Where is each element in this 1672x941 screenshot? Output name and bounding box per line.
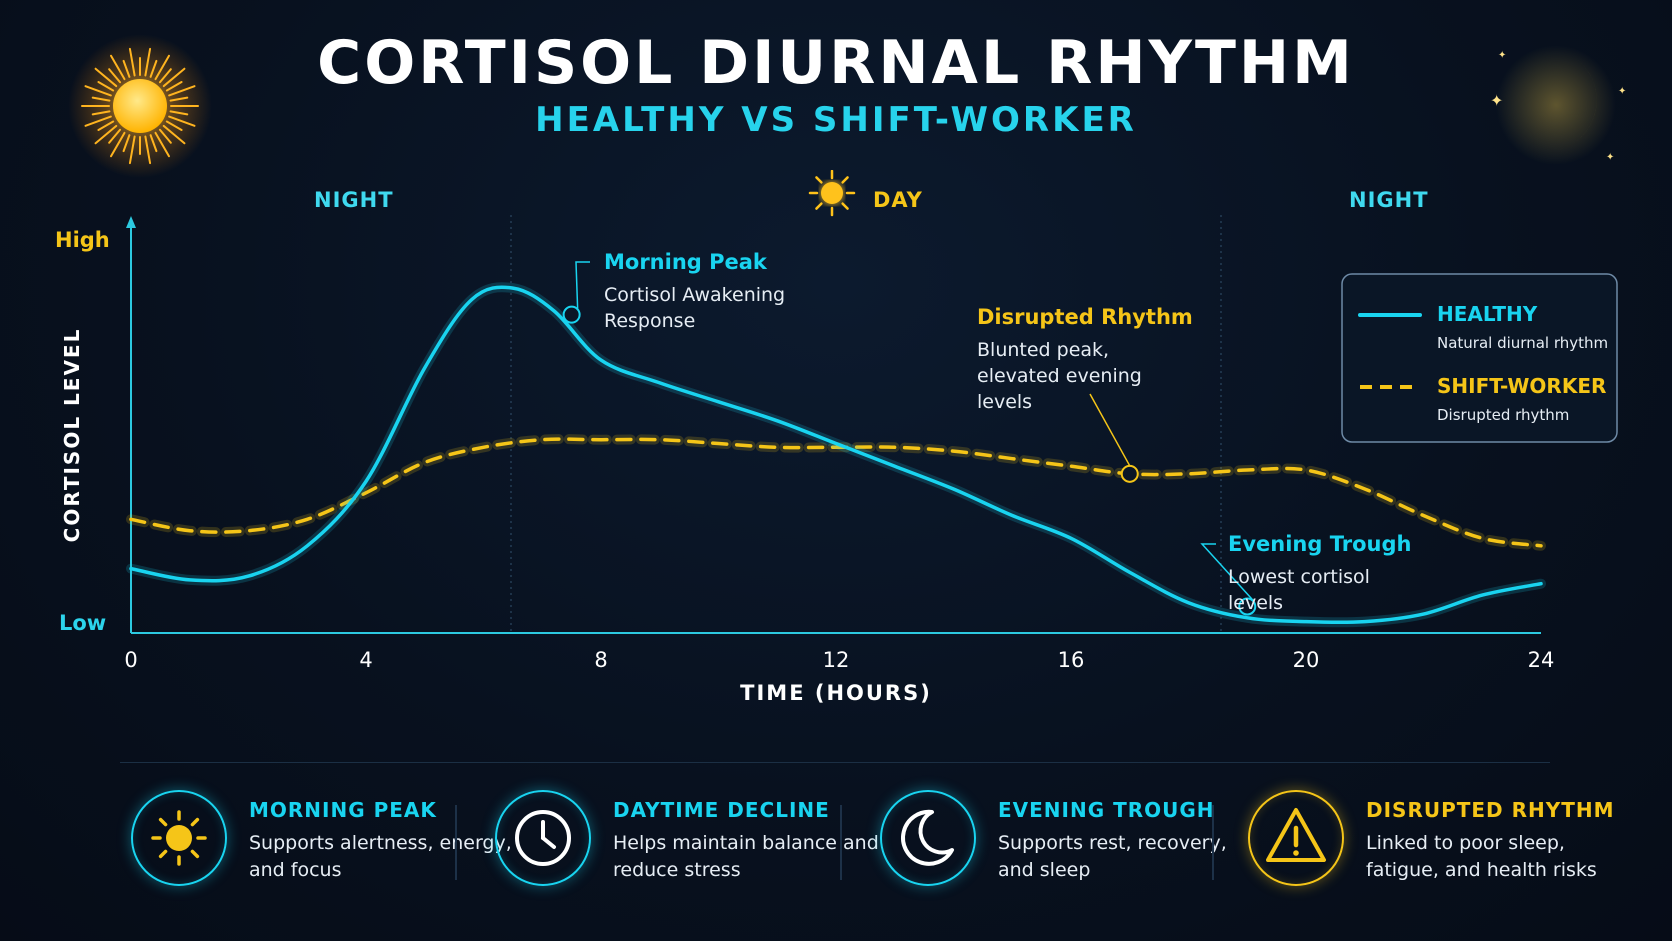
clock-icon xyxy=(495,790,591,886)
legend: HEALTHY Natural diurnal rhythm SHIFT-WOR… xyxy=(1341,273,1618,443)
svg-text:✦: ✦ xyxy=(1606,152,1614,163)
y-tick-high: High xyxy=(55,228,110,252)
annotation-marker xyxy=(1120,464,1139,483)
svg-text:✦: ✦ xyxy=(1498,50,1506,61)
series-line-shift-worker xyxy=(129,437,1543,548)
x-tick-label: 8 xyxy=(594,648,607,672)
x-tick-label: 4 xyxy=(359,648,372,672)
legend-desc-healthy: Natural diurnal rhythm xyxy=(1437,334,1608,352)
warning-icon xyxy=(1248,790,1344,886)
annotation-title: Morning Peak xyxy=(604,250,768,274)
svg-text:✦: ✦ xyxy=(1490,91,1503,110)
x-tick-label: 16 xyxy=(1058,648,1085,672)
moon-icon xyxy=(880,790,976,886)
series-line-healthy xyxy=(129,285,1543,625)
annotation-text: Blunted peak, elevated evening levels xyxy=(977,339,1142,413)
annotation-disrupted-rhythm: Disrupted Rhythm Blunted peak, elevated ev… xyxy=(977,305,1193,483)
card-desc: Supports rest, recovery, and sleep xyxy=(998,832,1227,881)
period-label-night-right: NIGHT xyxy=(1349,188,1429,212)
card-disrupted-rhythm: DISRUPTED RHYTHM Linked to poor sleep, f… xyxy=(1248,790,1628,890)
x-axis-label: TIME (HOURS) xyxy=(740,681,932,705)
y-axis-label: CORTISOL LEVEL xyxy=(60,328,84,543)
sun-icon xyxy=(808,170,856,217)
card-title: DISRUPTED RHYTHM xyxy=(1366,798,1615,822)
page-title: CORTISOL DIURNAL RHYTHM xyxy=(317,28,1355,98)
annotation-marker xyxy=(1238,597,1257,616)
card-title: EVENING TROUGH xyxy=(998,798,1215,822)
card-desc: Supports alertness, energy, and focus xyxy=(249,832,512,881)
y-tick-low: Low xyxy=(59,611,106,635)
card-daytime-decline: DAYTIME DECLINE Helps maintain balance a… xyxy=(495,790,879,890)
x-tick-label: 0 xyxy=(124,648,137,672)
page-subtitle: HEALTHY VS SHIFT-WORKER xyxy=(535,100,1137,140)
annotations: Morning Peak Cortisol Awakening Response Di… xyxy=(562,250,1411,616)
x-ticks: 0 4 8 12 16 20 24 xyxy=(124,648,1554,672)
card-desc: Linked to poor sleep, fatigue, and healt… xyxy=(1366,832,1597,881)
annotation-title: Evening Trough xyxy=(1228,532,1411,556)
moon-icon xyxy=(1297,182,1318,212)
annotation-evening-trough: Evening Trough Lowest cortisol levels xyxy=(1200,532,1411,616)
sun-icon xyxy=(68,34,212,178)
card-separator xyxy=(455,805,457,880)
card-desc: Helps maintain balance and reduce stress xyxy=(613,832,879,881)
card-separator xyxy=(1212,805,1214,880)
annotation-leader xyxy=(1200,543,1254,601)
period-label-night-left: NIGHT xyxy=(314,188,394,212)
series-line-shift-worker-glow xyxy=(126,434,1546,551)
moon-icon: ✦ ✦ ✦ ✦ xyxy=(1490,45,1626,165)
card-morning-peak: MORNING PEAK Supports alertness, energy,… xyxy=(131,790,512,890)
y-axis-arrow xyxy=(126,216,136,228)
section-divider xyxy=(120,762,1550,763)
annotation-title: Disrupted Rhythm xyxy=(977,305,1193,329)
legend-desc-shift-worker: Disrupted rhythm xyxy=(1437,406,1569,424)
series-layer xyxy=(126,282,1546,628)
annotation-text: Lowest cortisol levels xyxy=(1228,566,1370,614)
annotation-morning-peak: Morning Peak Cortisol Awakening Response xyxy=(562,250,785,332)
card-title: MORNING PEAK xyxy=(249,798,437,822)
x-tick-label: 20 xyxy=(1293,648,1320,672)
svg-text:✦: ✦ xyxy=(1618,86,1626,97)
sun-icon xyxy=(131,790,227,886)
cortisol-chart: NIGHT DAY NIGHT High Low CORTISOL LEVEL … xyxy=(55,170,1618,705)
legend-label-healthy: HEALTHY xyxy=(1437,302,1538,326)
moon-icon xyxy=(273,182,294,212)
annotation-marker xyxy=(562,305,581,324)
annotation-text: Cortisol Awakening Response xyxy=(604,284,785,332)
period-label-day: DAY xyxy=(873,188,923,212)
card-evening-trough: EVENING TROUGH Supports rest, recovery, … xyxy=(880,790,1227,890)
legend-label-shift-worker: SHIFT-WORKER xyxy=(1437,374,1606,398)
x-tick-label: 12 xyxy=(823,648,850,672)
annotation-leader xyxy=(1089,393,1131,467)
card-title: DAYTIME DECLINE xyxy=(613,798,830,822)
annotation-leader xyxy=(575,261,590,309)
x-tick-label: 24 xyxy=(1528,648,1555,672)
card-separator xyxy=(840,805,842,880)
